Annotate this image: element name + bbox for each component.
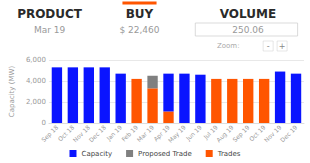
svg-text:Dec 18: Dec 18 bbox=[87, 123, 107, 143]
svg-text:Nov 18: Nov 18 bbox=[71, 123, 92, 144]
svg-text:Apr 19: Apr 19 bbox=[152, 123, 171, 143]
svg-text:2,000: 2,000 bbox=[26, 98, 46, 106]
svg-text:VOLUME: VOLUME bbox=[220, 7, 276, 21]
svg-text:Feb 19: Feb 19 bbox=[119, 123, 140, 143]
svg-text:Sep 19: Sep 19 bbox=[231, 123, 251, 143]
svg-text:Dec 19: Dec 19 bbox=[279, 123, 299, 143]
svg-text:Jul 19: Jul 19 bbox=[202, 123, 219, 141]
svg-text:250.06: 250.06 bbox=[232, 25, 264, 35]
svg-text:Oct 18: Oct 18 bbox=[56, 123, 76, 143]
svg-text:Sep 18: Sep 18 bbox=[40, 123, 60, 143]
svg-text:PRODUCT: PRODUCT bbox=[17, 7, 83, 21]
svg-text:-: - bbox=[267, 42, 270, 51]
svg-text:Trades: Trades bbox=[217, 150, 241, 158]
svg-text:Jan 19: Jan 19 bbox=[104, 123, 124, 142]
svg-text:+: + bbox=[279, 42, 286, 51]
svg-text:$ 22,460: $ 22,460 bbox=[119, 25, 159, 35]
svg-text:Zoom:: Zoom: bbox=[217, 42, 240, 50]
svg-text:6,000: 6,000 bbox=[26, 56, 46, 64]
svg-text:Capacity (MW): Capacity (MW) bbox=[8, 66, 16, 118]
svg-text:Capacity: Capacity bbox=[81, 150, 112, 158]
svg-text:Mar 19: Mar 19 bbox=[135, 123, 155, 143]
svg-text:Jun 19: Jun 19 bbox=[184, 123, 204, 143]
svg-text:Nov 19: Nov 19 bbox=[262, 123, 283, 144]
svg-text:Oct 19: Oct 19 bbox=[247, 123, 267, 143]
svg-text:4,000: 4,000 bbox=[26, 77, 46, 85]
svg-text:Mar 19: Mar 19 bbox=[34, 25, 66, 35]
svg-text:May 19: May 19 bbox=[166, 123, 187, 144]
svg-text:Proposed Trade: Proposed Trade bbox=[138, 150, 192, 158]
svg-text:Aug 19: Aug 19 bbox=[214, 123, 235, 144]
svg-text:BUY: BUY bbox=[126, 7, 154, 21]
svg-text:0: 0 bbox=[41, 119, 45, 127]
